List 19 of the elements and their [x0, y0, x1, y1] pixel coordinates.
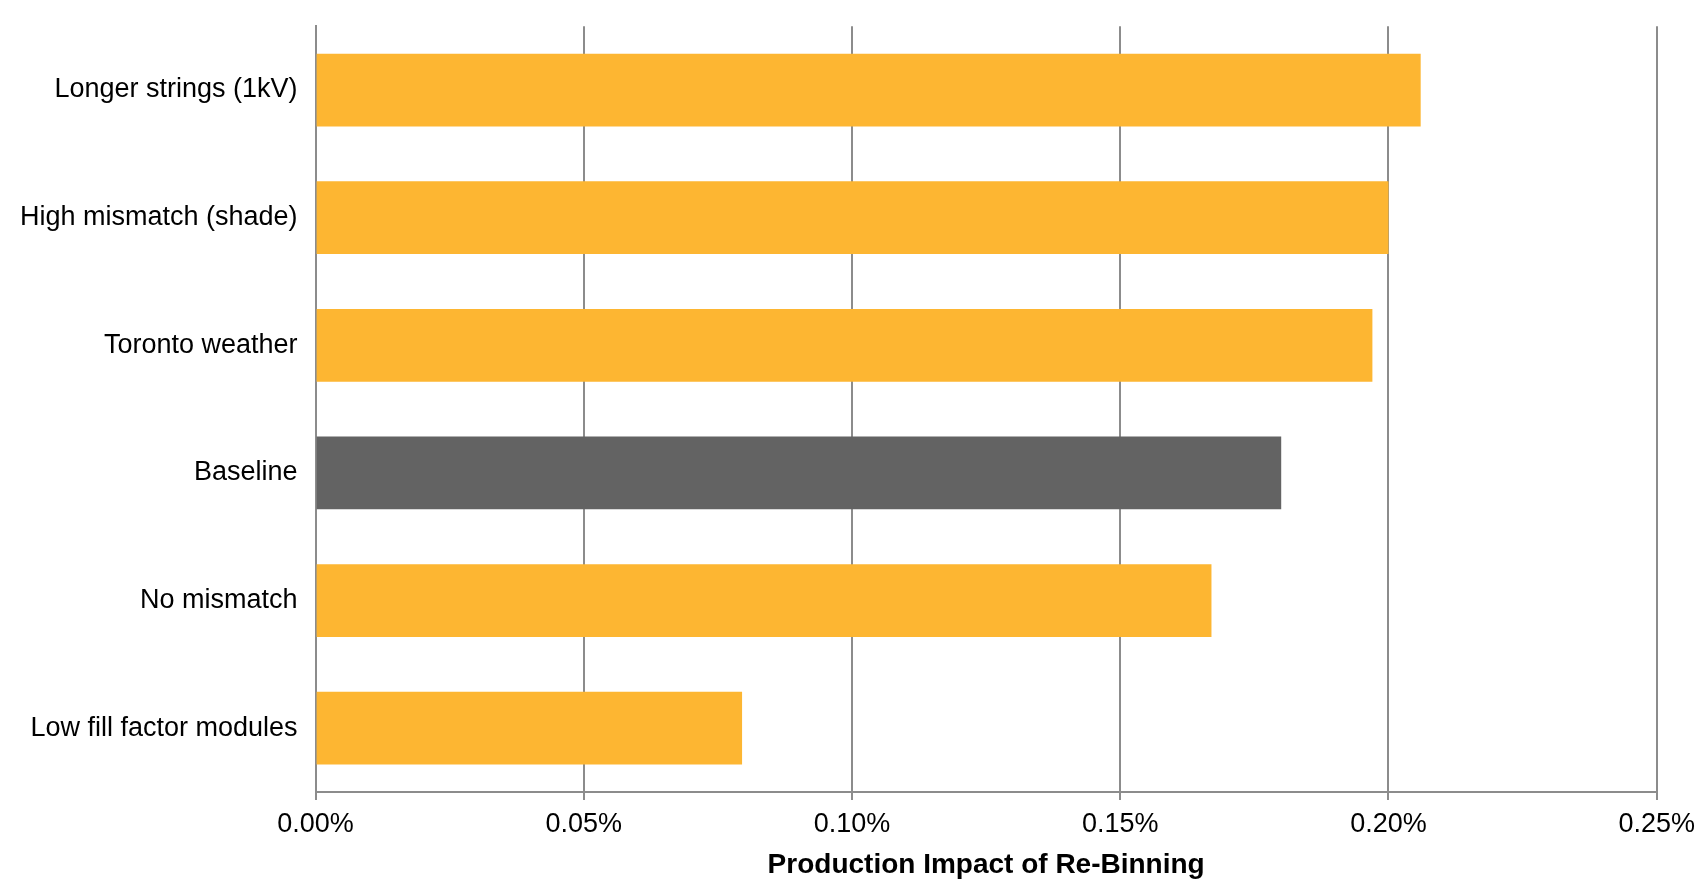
- bar: [316, 691, 743, 765]
- y-tick-label: High mismatch (shade): [20, 201, 298, 232]
- bar: [316, 564, 1212, 637]
- x-tick-label: 0.10%: [813, 807, 891, 838]
- bar: [316, 308, 1373, 382]
- x-axis-title: Production Impact of Re-Binning: [767, 847, 1205, 879]
- x-tick-label: 0.15%: [1081, 807, 1159, 838]
- bar: [316, 181, 1389, 255]
- x-tick-label: 0.25%: [1618, 807, 1695, 838]
- x-tick-label: 0.05%: [545, 807, 623, 838]
- y-tick-label: No mismatch: [140, 584, 298, 614]
- x-tick-label: 0.20%: [1350, 807, 1427, 838]
- y-tick-label: Baseline: [194, 456, 298, 487]
- y-tick-label: Low fill factor modules: [30, 711, 298, 742]
- y-tick-label: Toronto weather: [103, 328, 298, 359]
- x-tick-label: 0.00%: [277, 807, 354, 838]
- y-tick-label: Longer strings (1kV): [54, 73, 298, 104]
- bar: [316, 53, 1421, 127]
- bar: [316, 436, 1282, 510]
